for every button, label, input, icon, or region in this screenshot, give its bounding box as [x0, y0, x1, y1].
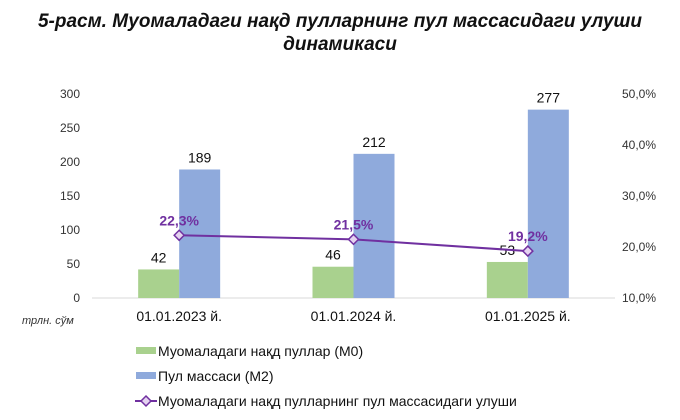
legend-label: Муомаладаги нақд пулларнинг пул массасид…	[158, 393, 517, 409]
bar-data-label: 46	[325, 247, 341, 263]
legend: Муомаладаги нақд пуллар (М0) Пул массаси …	[135, 343, 517, 409]
y2-tick-label: 20,0%	[622, 240, 656, 254]
bar-m0	[312, 266, 354, 298]
y2-tick-label: 30,0%	[622, 189, 656, 203]
bar-m0	[486, 261, 528, 298]
x-tick-label: 01.01.2025 й.	[485, 308, 571, 324]
share-data-label: 22,3%	[159, 212, 199, 228]
y-tick-label: 100	[60, 223, 80, 237]
y-tick-label: 200	[60, 155, 80, 169]
x-tick-label: 01.01.2023 й.	[136, 308, 222, 324]
bar-data-label: 277	[537, 90, 561, 106]
x-tick-label: 01.01.2024 й.	[311, 308, 397, 324]
share-marker	[347, 233, 360, 246]
legend-label: Пул массаси (М2)	[158, 368, 274, 384]
share-data-label: 19,2%	[508, 228, 548, 244]
y-tick-label: 150	[60, 189, 80, 203]
share-data-label: 21,5%	[334, 216, 374, 232]
legend-swatch	[136, 347, 156, 354]
chart-title-line-2: динамикаси	[283, 34, 397, 55]
chart-title-line-1: 5-расм. Муомаладаги нақд пулларнинг пул …	[38, 11, 642, 32]
bar-m2	[353, 153, 395, 298]
y2-tick-label: 40,0%	[622, 138, 656, 152]
legend-swatch	[136, 372, 156, 379]
bar-m2	[527, 109, 569, 298]
bar-m0	[138, 269, 180, 298]
legend-marker	[139, 394, 153, 408]
y2-tick-label: 50,0%	[622, 87, 656, 101]
bar-data-label: 189	[188, 149, 212, 165]
bar-m2	[179, 169, 221, 298]
y-tick-label: 50	[67, 257, 81, 271]
legend-label: Муомаладаги нақд пуллар (М0)	[158, 343, 363, 359]
bar-data-label: 42	[151, 249, 167, 265]
y-tick-label: 250	[60, 121, 80, 135]
share-marker	[521, 245, 534, 258]
y-unit-label: трлн. сўм	[22, 315, 74, 327]
share-marker	[173, 229, 186, 242]
y-tick-label: 300	[60, 87, 80, 101]
y-tick-label: 0	[73, 291, 80, 305]
y2-tick-label: 10,0%	[622, 291, 656, 305]
bar-data-label: 212	[362, 134, 386, 150]
